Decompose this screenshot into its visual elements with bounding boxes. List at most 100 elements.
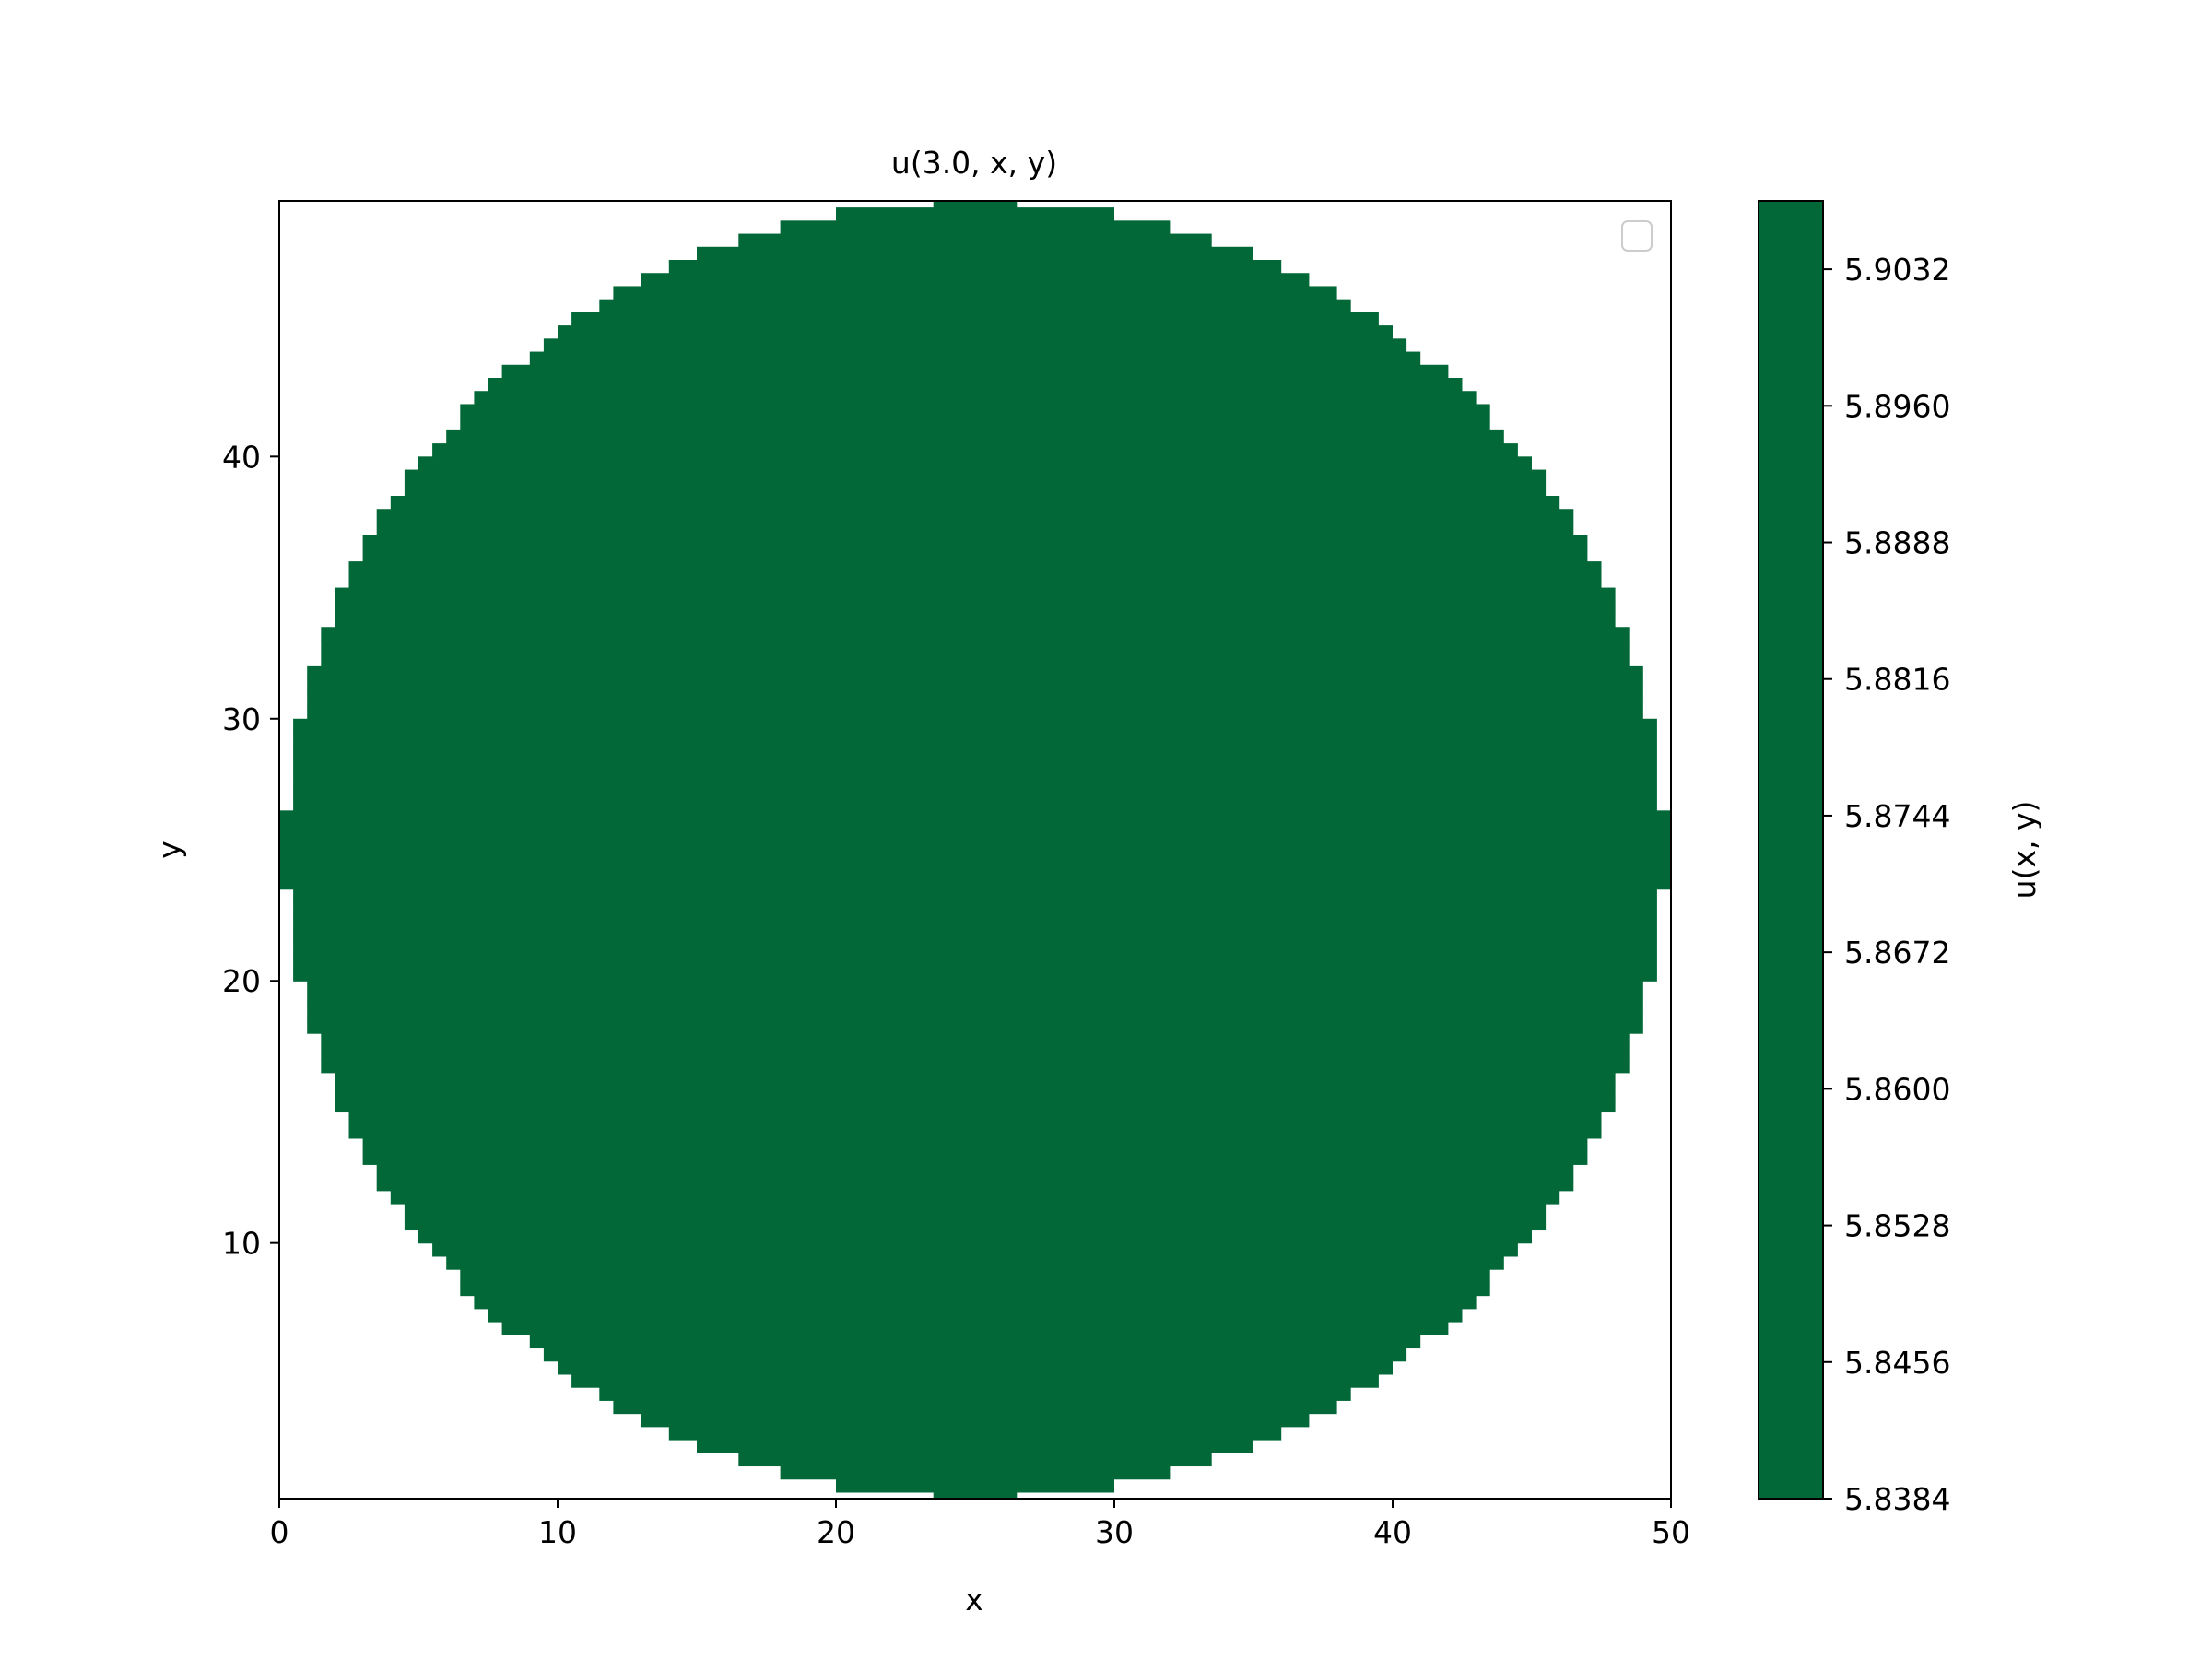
heatmap-row-71 (348, 561, 1602, 575)
heatmap-row-15 (474, 1295, 1477, 1310)
heatmap-row-80 (432, 443, 1518, 457)
heatmap-row-22 (404, 1204, 1547, 1218)
heatmap-row-86 (501, 364, 1449, 379)
heatmap-row-8 (599, 1387, 1351, 1401)
heatmap-row-20 (418, 1230, 1532, 1244)
heatmap-row-62 (307, 679, 1643, 693)
heatmap-row-49 (279, 850, 1671, 864)
heatmap-row-25 (376, 1164, 1574, 1179)
heatmap-row-67 (335, 614, 1616, 628)
heatmap-row-42 (293, 941, 1657, 956)
x-tick-label: 50 (1652, 1514, 1690, 1550)
heatmap-row-88 (543, 338, 1407, 353)
heatmap-row-47 (279, 876, 1671, 890)
colorbar-tick-label: 5.8456 (1844, 1345, 1950, 1381)
heatmap-row-68 (335, 600, 1616, 615)
heatmap-row-77 (404, 482, 1547, 497)
colorbar-fill (1759, 201, 1823, 1499)
heatmap-row-83 (460, 404, 1490, 418)
heatmap-field (279, 201, 1671, 1500)
heatmap-row-39 (307, 981, 1643, 995)
colorbar-label: u(x, y) (2006, 801, 2042, 900)
heatmap-row-59 (293, 718, 1657, 733)
heatmap-row-23 (390, 1190, 1560, 1205)
heatmap-row-61 (307, 692, 1643, 707)
heatmap-row-50 (279, 836, 1671, 851)
colorbar-tick-label: 5.8528 (1844, 1208, 1950, 1244)
heatmap-row-28 (348, 1124, 1602, 1139)
colorbar-tick-label: 5.8672 (1844, 935, 1950, 971)
heatmap-row-12 (529, 1335, 1421, 1349)
heatmap-row-96 (738, 233, 1212, 248)
heatmap-row-18 (446, 1255, 1504, 1270)
y-tick-label: 20 (222, 963, 261, 999)
heatmap-row-26 (362, 1151, 1588, 1165)
heatmap-row-31 (335, 1086, 1616, 1100)
heatmap-row-11 (543, 1347, 1407, 1362)
axes-frame (278, 200, 1672, 1500)
heatmap-row-34 (321, 1046, 1630, 1061)
heatmap-row-89 (558, 325, 1393, 339)
heatmap-row-38 (307, 994, 1643, 1008)
heatmap-row-81 (446, 429, 1504, 444)
colorbar-tick-label: 5.8384 (1844, 1481, 1950, 1517)
heatmap-row-44 (293, 915, 1657, 929)
heatmap-row-19 (432, 1242, 1518, 1257)
heatmap-row-73 (362, 535, 1588, 549)
heatmap-row-4 (697, 1440, 1253, 1453)
x-axis: 0 10 20 30 40 50 (270, 1499, 1690, 1550)
heatmap-row-92 (613, 286, 1337, 300)
heatmap-row-29 (348, 1112, 1602, 1126)
heatmap-row-57 (293, 745, 1657, 759)
heatmap-row-84 (474, 391, 1477, 406)
x-tick-label: 40 (1373, 1514, 1412, 1550)
heatmap-row-63 (307, 665, 1643, 680)
colorbar-frame (1758, 200, 1824, 1500)
heatmap-row-17 (460, 1269, 1490, 1283)
y-tick-label: 40 (222, 439, 261, 475)
heatmap-row-65 (321, 640, 1630, 654)
heatmap-row-93 (641, 273, 1310, 288)
colorbar-ticks: 5.8384 5.8456 5.8528 5.8600 5.8672 5.8744 5.88… (1823, 252, 1950, 1517)
heatmap-row-27 (362, 1137, 1588, 1152)
heatmap-row-2 (780, 1465, 1171, 1480)
heatmap-row-72 (362, 547, 1588, 562)
heatmap-row-37 (307, 1006, 1643, 1021)
heatmap-row-55 (293, 771, 1657, 785)
heatmap-row-76 (390, 496, 1560, 510)
heatmap-row-82 (460, 417, 1490, 431)
heatmap-row-85 (488, 378, 1463, 392)
heatmap-row-54 (293, 783, 1657, 798)
y-tick-label: 30 (222, 701, 261, 737)
heatmap-row-97 (780, 220, 1171, 235)
heatmap-row-21 (404, 1217, 1547, 1231)
heatmap-row-36 (307, 1019, 1643, 1034)
x-tick-label: 10 (538, 1514, 577, 1550)
heatmap-row-58 (293, 732, 1657, 746)
heatmap-row-5 (668, 1426, 1282, 1441)
heatmap-row-45 (293, 901, 1657, 916)
heatmap-row-94 (668, 260, 1282, 274)
heatmap-row-9 (571, 1373, 1379, 1388)
legend-box (1621, 220, 1653, 252)
heatmap-row-13 (501, 1322, 1449, 1335)
heatmap-row-43 (293, 928, 1657, 943)
heatmap-row-32 (335, 1072, 1616, 1087)
heatmap-row-69 (335, 587, 1616, 602)
x-tick-label: 20 (817, 1514, 855, 1550)
x-tick-label: 0 (270, 1514, 289, 1550)
heatmap-row-10 (558, 1360, 1393, 1375)
colorbar: 5.8384 5.8456 5.8528 5.8600 5.8672 5.8744 5.88… (1758, 200, 2042, 1517)
x-axis-label: x (965, 1582, 983, 1618)
heatmap-row-90 (571, 312, 1379, 326)
heatmap-row-48 (279, 863, 1671, 877)
heatmap-row-30 (335, 1099, 1616, 1113)
heatmap-row-95 (697, 246, 1253, 261)
heatmap-row-16 (460, 1282, 1490, 1297)
heatmap-row-46 (293, 888, 1657, 903)
y-axis-label: y (151, 841, 187, 859)
colorbar-tick-label: 5.9032 (1844, 252, 1950, 288)
heatmap-row-51 (279, 823, 1671, 838)
y-tick-label: 10 (222, 1226, 261, 1262)
